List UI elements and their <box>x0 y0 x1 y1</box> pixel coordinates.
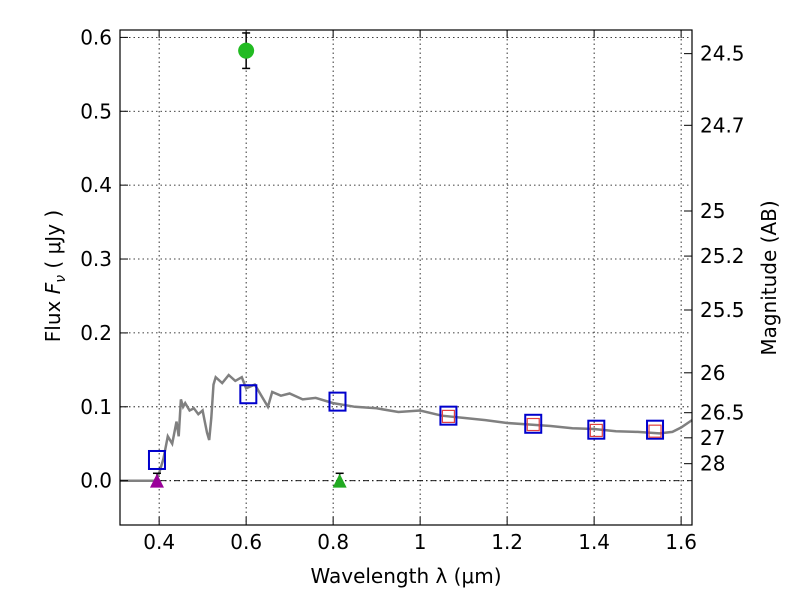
observed-photometry-point <box>441 409 456 423</box>
model-photometry-point <box>587 419 606 440</box>
detection-point <box>238 42 255 59</box>
plot-frame <box>119 29 693 526</box>
x-axis-ticks: 0.4 0.6 0.8 1 1.2 1.4 1.6 <box>143 30 697 554</box>
x-tick-label: 1 <box>414 530 427 554</box>
y-axis-label-prefix: Flux <box>41 294 65 342</box>
x-tick-label: 0.6 <box>230 530 262 554</box>
x-tick-label: 1.2 <box>491 530 523 554</box>
model-photometry-point <box>439 405 458 426</box>
y-tick-label: 0.6 <box>80 25 112 49</box>
model-photometry-point <box>328 391 347 412</box>
x-tick-label: 1.6 <box>665 530 697 554</box>
y2-tick-label: 26 <box>700 361 725 385</box>
x-tick-label: 0.4 <box>143 530 175 554</box>
y-axis-ticks: 0.0 0.1 0.2 0.3 0.4 0.5 0.6 <box>80 25 128 493</box>
y2-axis-label: Magnitude (AB) <box>757 200 781 355</box>
y-tick-label: 0.1 <box>80 395 112 419</box>
y2-tick-label: 28 <box>700 452 725 476</box>
model-photometry-series <box>147 384 665 470</box>
y2-tick-label: 25.5 <box>700 298 745 322</box>
upper-limit-series <box>149 472 347 488</box>
sed-model-line <box>120 373 693 482</box>
y2-tick-label: 25.2 <box>700 244 745 268</box>
model-photometry-point <box>147 449 166 470</box>
observed-photometry-point <box>589 423 603 438</box>
x-tick-label: 1.4 <box>578 530 610 554</box>
y2-tick-label: 25 <box>700 199 725 223</box>
y-tick-label: 0.5 <box>80 99 112 123</box>
model-photometry-point <box>239 384 258 405</box>
y-axis-label-symbol: F <box>41 282 65 294</box>
grid <box>120 30 692 525</box>
y2-tick-label: 24.5 <box>700 42 745 66</box>
y-axis-label-suffix: ( μJy ) <box>41 210 65 275</box>
y-axis-label: Flux Fν ( μJy ) <box>41 210 69 342</box>
y2-tick-label: 26.5 <box>700 401 745 425</box>
detection-series <box>238 32 255 70</box>
y-tick-label: 0.0 <box>80 469 112 493</box>
observed-photometry-point <box>648 424 662 438</box>
y-tick-label: 0.2 <box>80 321 112 345</box>
observed-photometry-series <box>441 409 662 438</box>
upper-limit-point <box>332 473 347 488</box>
y-tick-label: 0.4 <box>80 173 112 197</box>
observed-photometry-point <box>526 417 540 432</box>
y-tick-label: 0.3 <box>80 247 112 271</box>
y2-tick-label: 24.7 <box>700 113 745 137</box>
model-photometry-point <box>646 419 665 440</box>
model-photometry-point <box>524 413 543 434</box>
y2-tick-label: 27 <box>700 426 725 450</box>
upper-limit-point <box>149 473 164 488</box>
x-axis-label: Wavelength λ (μm) <box>310 564 501 588</box>
y-axis-label-subscript: ν <box>53 275 69 283</box>
x-tick-label: 0.8 <box>317 530 349 554</box>
